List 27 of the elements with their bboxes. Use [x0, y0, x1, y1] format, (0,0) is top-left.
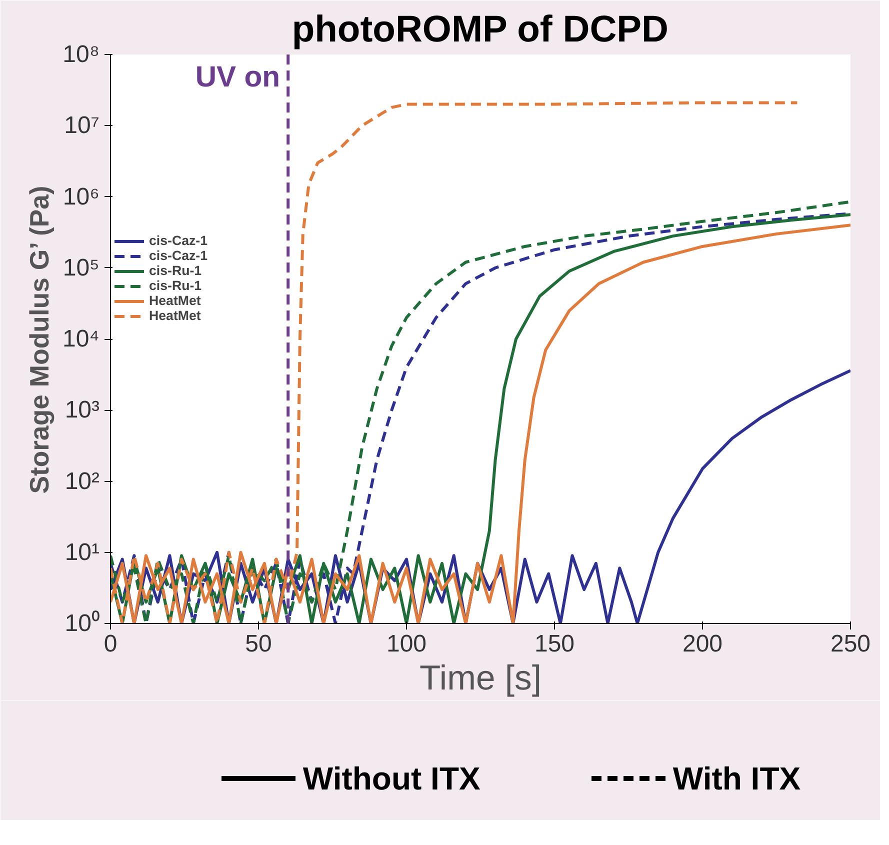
y-tick-label: 10⁶ [62, 183, 100, 210]
y-axis-title: Storage Modulus G’ (Pa) [24, 186, 54, 494]
y-tick-label: 10³ [64, 396, 100, 424]
legend-label: cis-Ru-1 [149, 263, 202, 278]
y-tick-label: 10⁸ [62, 41, 100, 68]
ref-line-label: UV on [195, 60, 280, 94]
x-tick-label: 200 [682, 630, 723, 658]
legend-label: cis-Caz-1 [149, 233, 208, 248]
legend-label: cis-Caz-1 [149, 248, 208, 263]
x-axis-title: Time [s] [420, 660, 542, 698]
legend-label: cis-Ru-1 [149, 278, 202, 293]
text: Without ITX [302, 760, 481, 796]
x-tick-label: 50 [245, 630, 272, 658]
y-tick-label: 10⁵ [62, 254, 100, 282]
x-tick-label: 100 [386, 630, 427, 658]
x-tick-label: 250 [830, 630, 871, 658]
y-tick-label: 10⁴ [62, 326, 100, 352]
y-tick-label: 10⁰ [64, 610, 100, 637]
text: With ITX [672, 760, 802, 796]
y-tick-label: 10⁷ [64, 112, 100, 140]
legend-label: HeatMet [149, 308, 201, 323]
y-tick-label: 10² [64, 468, 100, 495]
y-tick-label: 10¹ [64, 538, 100, 566]
legend-label: HeatMet [149, 293, 201, 308]
x-tick-label: 150 [534, 630, 575, 658]
chart-title: photoROMP of DCPD [292, 8, 669, 50]
x-tick-label: 0 [104, 630, 118, 658]
